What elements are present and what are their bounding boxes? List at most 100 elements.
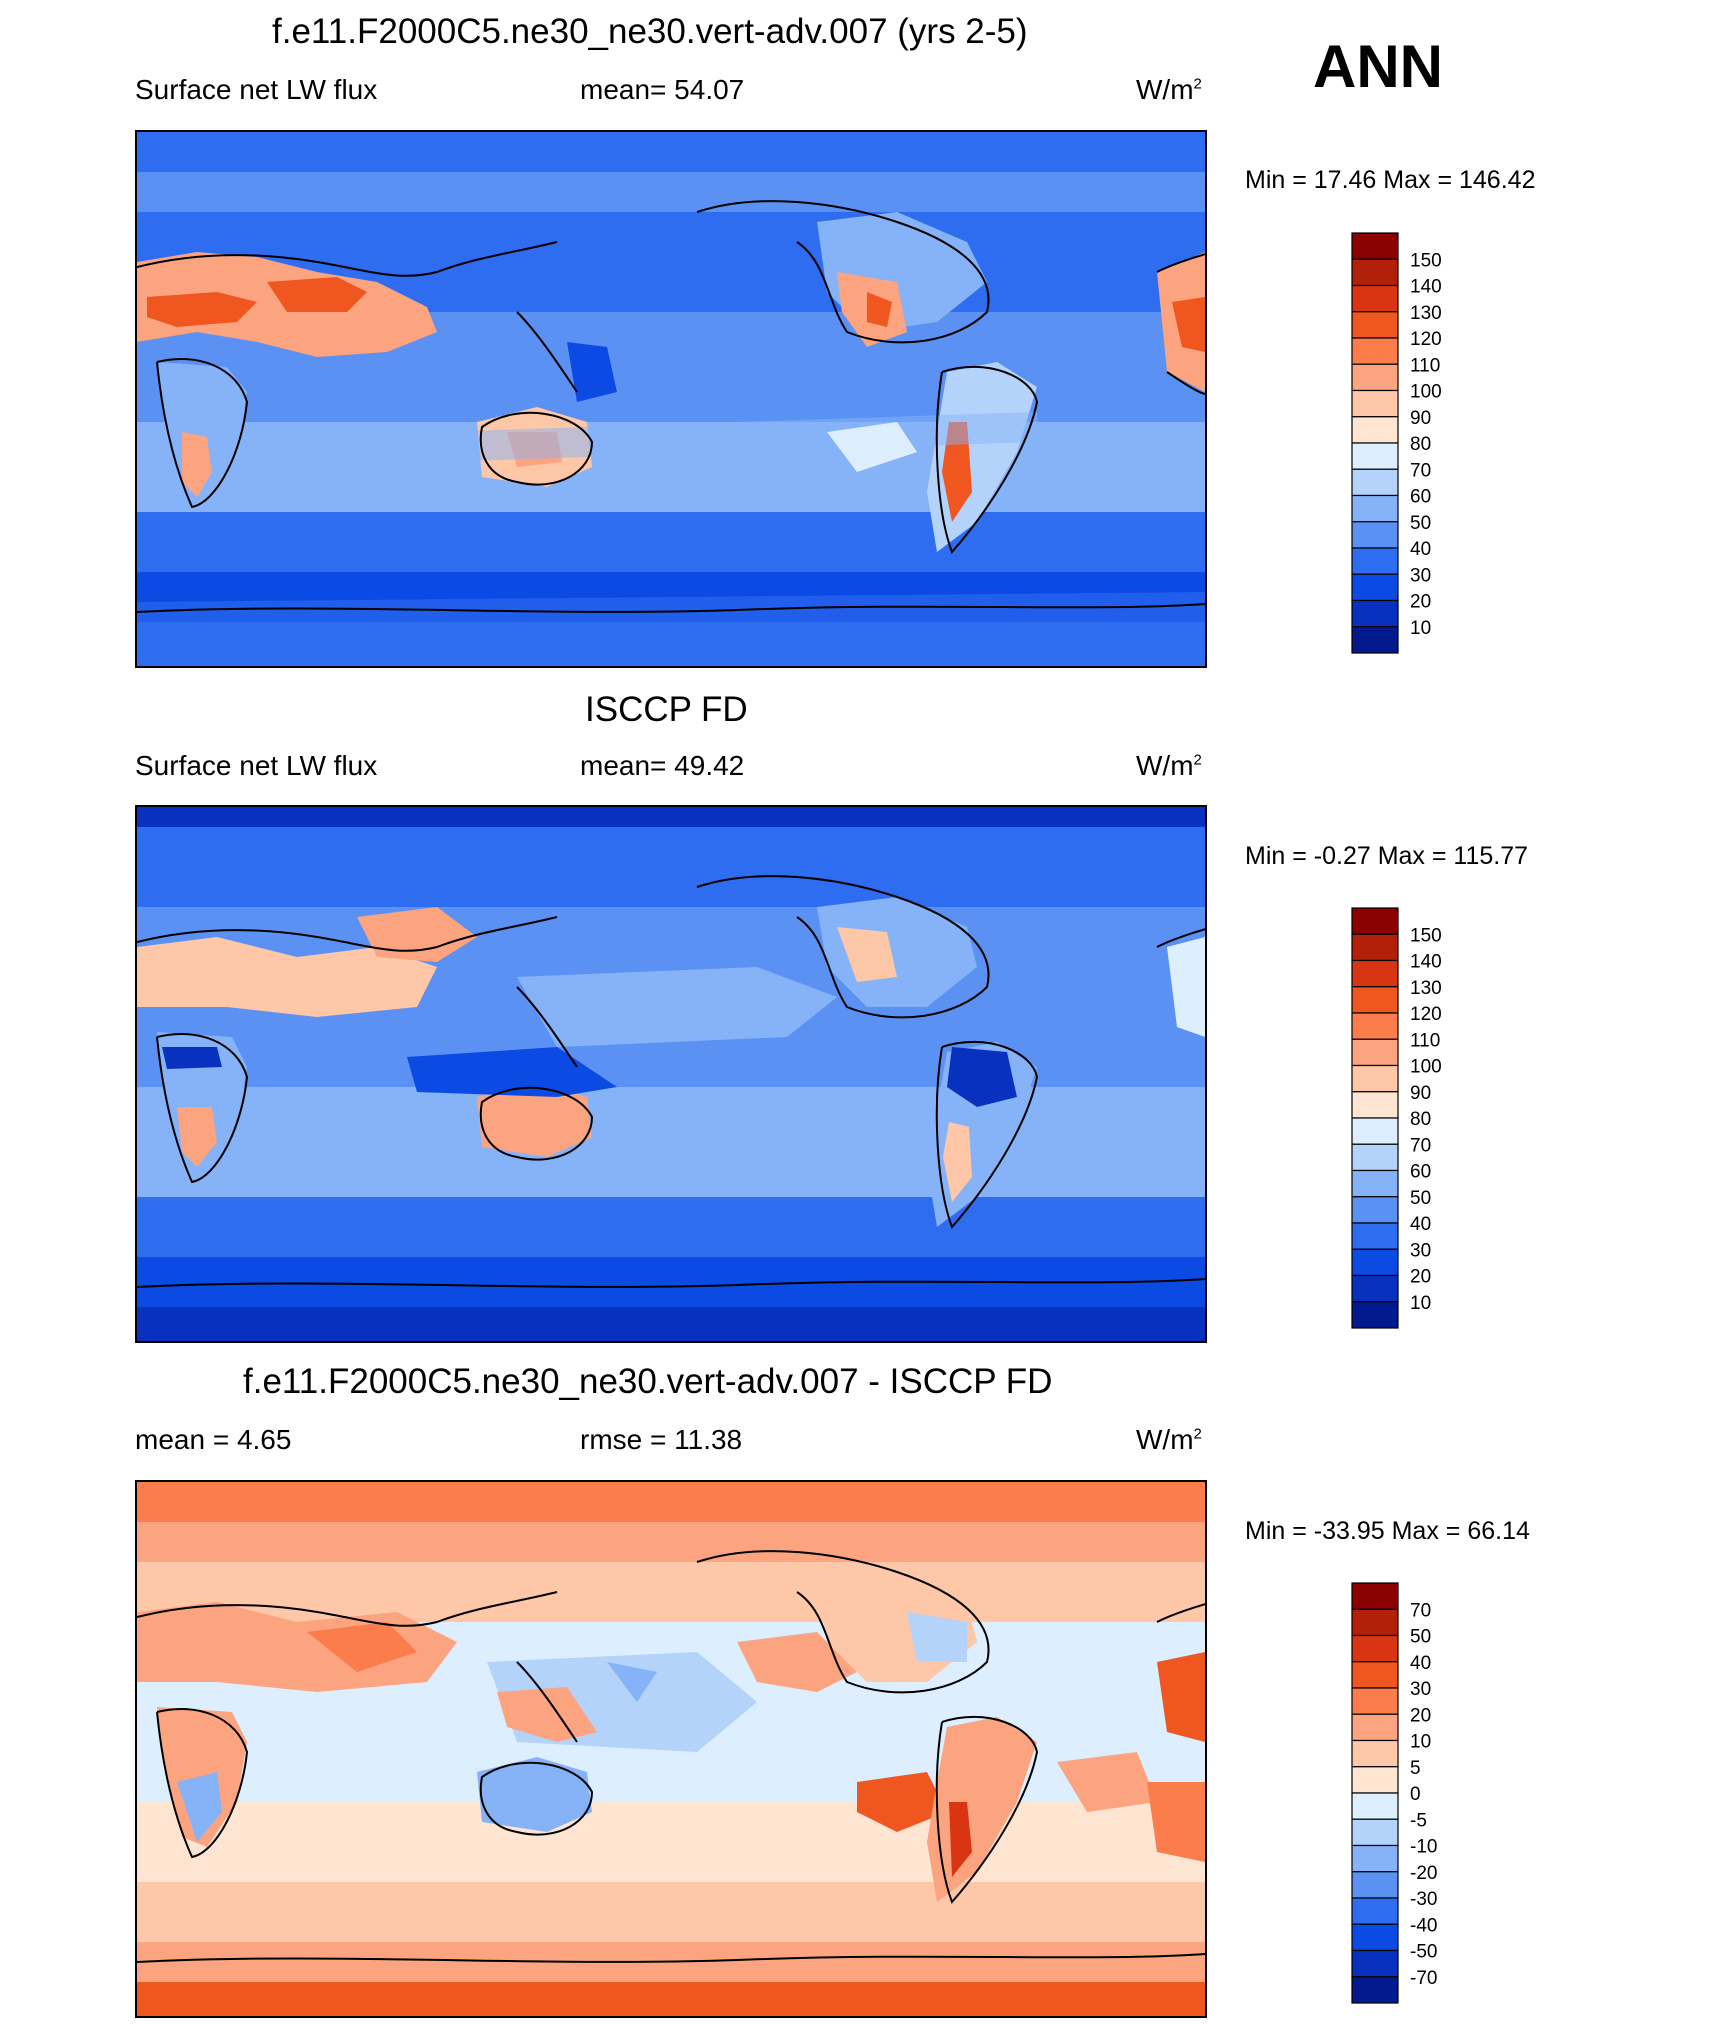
colorbar-segment xyxy=(1351,1248,1399,1277)
colorbar-segment xyxy=(1351,337,1399,365)
colorbar-tick-label: 30 xyxy=(1410,565,1431,586)
colorbar-tick-label: 90 xyxy=(1410,1083,1431,1104)
colorbar-tick-label: 110 xyxy=(1410,1030,1440,1051)
colorbar-tick-label: 50 xyxy=(1410,1188,1431,1209)
panel-2-colorbar: 150 140 130 120 110 100 90 80 70 60 50 40 30 20 10 xyxy=(1351,907,1442,1329)
colorbar-tick-label: 30 xyxy=(1410,1679,1431,1700)
colorbar-tick-label: 120 xyxy=(1410,1004,1442,1025)
colorbar-tick-label: 70 xyxy=(1410,1600,1431,1621)
colorbar-segment xyxy=(1351,1012,1399,1040)
colorbar-segment xyxy=(1351,1064,1399,1093)
colorbar-tick-label: 40 xyxy=(1410,539,1431,560)
colorbar-segment xyxy=(1351,1687,1399,1715)
colorbar-segment xyxy=(1351,1844,1399,1873)
panel-2-minmax: Min = -0.27 Max = 115.77 xyxy=(1245,842,1529,870)
colorbar-segment xyxy=(1351,389,1399,418)
colorbar-tick-label: 5 xyxy=(1410,1758,1421,1779)
colorbar-tick-label: 140 xyxy=(1410,952,1442,973)
colorbar-tick-label: 40 xyxy=(1410,1214,1431,1235)
colorbar-segment xyxy=(1351,573,1399,602)
colorbar-tick-label: 10 xyxy=(1410,618,1431,639)
colorbar-tick-label: -20 xyxy=(1410,1863,1437,1884)
colorbar-tick-label: 120 xyxy=(1410,329,1442,350)
colorbar-tick-label: 150 xyxy=(1410,250,1442,271)
colorbar-tick-label: 40 xyxy=(1410,1653,1431,1674)
colorbar-segment xyxy=(1351,1871,1399,1899)
colorbar-segment xyxy=(1351,311,1399,339)
colorbar-segment xyxy=(1351,1301,1399,1329)
panel-1-title: f.e11.F2000C5.ne30_ne30.vert-adv.007 (yr… xyxy=(272,12,1028,51)
colorbar-tick-label: -40 xyxy=(1410,1915,1437,1936)
colorbar-tick-label: 150 xyxy=(1410,925,1442,946)
colorbar-tick-label: -10 xyxy=(1410,1837,1437,1858)
colorbar-tick-label: 80 xyxy=(1410,434,1431,455)
colorbar-segment xyxy=(1351,494,1399,523)
panel-3-minmax: Min = -33.95 Max = 66.14 xyxy=(1245,1517,1530,1545)
colorbar-tick-label: 130 xyxy=(1410,978,1442,999)
colorbar-segment xyxy=(1351,1976,1399,2004)
colorbar-tick-label: 80 xyxy=(1410,1109,1431,1130)
colorbar-tick-label: 130 xyxy=(1410,303,1442,324)
colorbar-segment xyxy=(1351,907,1399,935)
colorbar-segment xyxy=(1351,1274,1399,1303)
colorbar-segment xyxy=(1351,599,1399,628)
panel-2-units: W/m2 xyxy=(1136,750,1202,781)
colorbar-tick-label: 140 xyxy=(1410,277,1442,298)
panel-3-units: W/m2 xyxy=(1136,1424,1202,1455)
colorbar-segment xyxy=(1351,363,1399,392)
colorbar-segment xyxy=(1351,521,1399,549)
colorbar-tick-label: 100 xyxy=(1410,382,1442,403)
panel-1-map xyxy=(135,130,1207,668)
colorbar-segment xyxy=(1351,284,1399,313)
colorbar-tick-label: 10 xyxy=(1410,1293,1431,1314)
colorbar-segment xyxy=(1351,258,1399,287)
panel-1-mean-label: mean= 54.07 xyxy=(580,74,745,105)
colorbar-segment xyxy=(1351,1143,1399,1172)
colorbar-segment xyxy=(1351,1923,1399,1952)
colorbar-tick-label: 60 xyxy=(1410,487,1431,508)
colorbar-tick-label: 70 xyxy=(1410,460,1431,481)
panel-3-map xyxy=(135,1480,1207,2018)
colorbar-segment xyxy=(1351,1792,1399,1820)
colorbar-tick-label: 50 xyxy=(1410,513,1431,534)
colorbar-segment xyxy=(1351,1582,1399,1610)
colorbar-segment xyxy=(1351,547,1399,575)
colorbar-tick-label: 90 xyxy=(1410,408,1431,429)
panel-3-mean-label: mean = 4.65 xyxy=(135,1424,292,1455)
colorbar-tick-label: 20 xyxy=(1410,1705,1431,1726)
panel-3-title: f.e11.F2000C5.ne30_ne30.vert-adv.007 - I… xyxy=(243,1362,1053,1401)
colorbar-segment xyxy=(1351,1117,1399,1145)
panel-3-rmse-label: rmse = 11.38 xyxy=(580,1424,743,1455)
colorbar-tick-label: 20 xyxy=(1410,592,1431,613)
panel-1-units: W/m2 xyxy=(1136,74,1202,105)
colorbar-tick-label: -30 xyxy=(1410,1889,1437,1910)
colorbar-segment xyxy=(1351,1222,1399,1250)
colorbar-segment xyxy=(1351,1038,1399,1067)
colorbar-segment xyxy=(1351,1634,1399,1663)
colorbar-segment xyxy=(1351,1608,1399,1637)
panel-2-title: ISCCP FD xyxy=(585,690,748,729)
colorbar-tick-label: 60 xyxy=(1410,1162,1431,1183)
colorbar-tick-label: 10 xyxy=(1410,1732,1431,1753)
colorbar-tick-label: 30 xyxy=(1410,1240,1431,1261)
colorbar-segment xyxy=(1351,1661,1399,1689)
colorbar-segment xyxy=(1351,626,1399,654)
colorbar-segment xyxy=(1351,468,1399,497)
colorbar-tick-label: 20 xyxy=(1410,1267,1431,1288)
season-label: ANN xyxy=(1313,33,1443,100)
colorbar-segment xyxy=(1351,1818,1399,1847)
colorbar-tick-label: 0 xyxy=(1410,1784,1421,1805)
colorbar-segment xyxy=(1351,933,1399,962)
colorbar-tick-label: -50 xyxy=(1410,1942,1437,1963)
colorbar-tick-label: 50 xyxy=(1410,1627,1431,1648)
panel-1-minmax: Min = 17.46 Max = 146.42 xyxy=(1245,166,1536,194)
colorbar-tick-label: 100 xyxy=(1410,1057,1442,1078)
panel-1-colorbar: 150 140 130 120 110 100 90 80 70 60 50 40 30 20 10 xyxy=(1351,232,1442,654)
colorbar-tick-label: 110 xyxy=(1410,355,1440,376)
colorbar-segment xyxy=(1351,1196,1399,1224)
colorbar-segment xyxy=(1351,1949,1399,1978)
panel-2-map xyxy=(135,805,1207,1343)
colorbar-tick-label: 70 xyxy=(1410,1135,1431,1156)
colorbar-segment xyxy=(1351,986,1399,1014)
